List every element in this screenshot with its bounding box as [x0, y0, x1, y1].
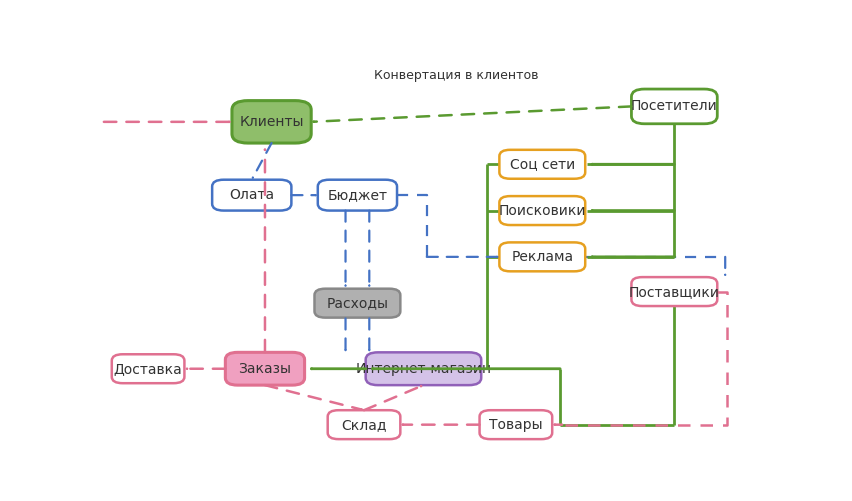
FancyBboxPatch shape [366, 352, 481, 385]
Text: Конвертация в клиентов: Конвертация в клиентов [374, 69, 538, 82]
FancyBboxPatch shape [328, 410, 400, 439]
FancyBboxPatch shape [631, 277, 717, 306]
FancyBboxPatch shape [318, 180, 397, 210]
Text: Поставщики: Поставщики [629, 285, 720, 299]
FancyBboxPatch shape [480, 410, 552, 439]
Text: Товары: Товары [489, 418, 543, 432]
Text: Интернет-магазин: Интернет-магазин [355, 362, 492, 376]
Text: Поисковики: Поисковики [498, 203, 586, 217]
Text: Реклама: Реклама [511, 250, 573, 264]
Text: Посетители: Посетители [631, 99, 717, 113]
Text: Соц сети: Соц сети [509, 157, 575, 171]
FancyBboxPatch shape [631, 89, 717, 124]
Text: Заказы: Заказы [239, 362, 291, 376]
FancyBboxPatch shape [225, 352, 305, 385]
Text: Клиенты: Клиенты [239, 115, 304, 129]
FancyBboxPatch shape [314, 289, 400, 318]
FancyBboxPatch shape [112, 354, 184, 383]
FancyBboxPatch shape [499, 242, 585, 272]
Text: Доставка: Доставка [113, 362, 182, 376]
Text: Склад: Склад [342, 418, 387, 432]
Text: Бюджет: Бюджет [327, 188, 388, 202]
FancyBboxPatch shape [499, 196, 585, 225]
Text: Олата: Олата [229, 188, 274, 202]
FancyBboxPatch shape [499, 150, 585, 179]
Text: Расходы: Расходы [326, 296, 389, 310]
FancyBboxPatch shape [232, 101, 311, 143]
FancyBboxPatch shape [212, 180, 291, 210]
